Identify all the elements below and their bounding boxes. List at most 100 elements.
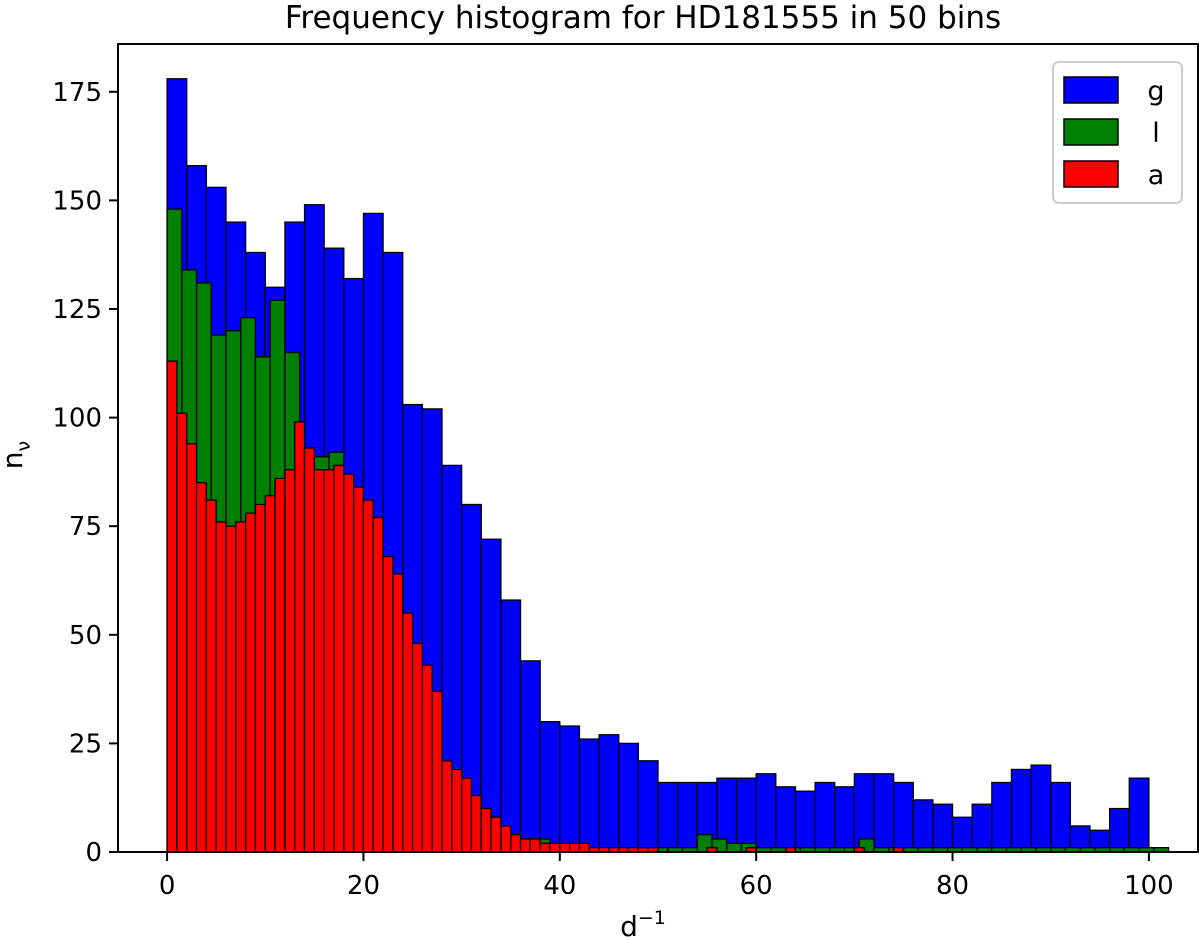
bar-g xyxy=(1108,807,1130,853)
y-tick-label: 25 xyxy=(69,729,102,759)
bar-a xyxy=(284,469,296,853)
y-tick-label: 50 xyxy=(69,621,102,651)
x-tick-label: 40 xyxy=(543,871,576,901)
x-tick-label: 80 xyxy=(936,871,969,901)
legend-swatch-l xyxy=(1063,118,1119,146)
x-tick-label: 20 xyxy=(347,871,380,901)
x-tick-label: 0 xyxy=(159,871,176,901)
bar-a xyxy=(510,833,522,853)
bar-a xyxy=(254,503,266,853)
y-tick-label: 125 xyxy=(52,295,102,325)
bar-a xyxy=(333,464,345,853)
bar-g xyxy=(657,781,679,853)
bar-a xyxy=(372,516,384,853)
y-axis-label-base: n xyxy=(0,451,29,469)
legend-swatch-g xyxy=(1063,76,1119,104)
legend-swatch-a xyxy=(1063,160,1119,188)
bar-a xyxy=(549,842,561,853)
x-tick-label: 60 xyxy=(740,871,773,901)
bar-a xyxy=(519,838,532,853)
bar-a xyxy=(215,521,227,853)
bar-a xyxy=(303,447,316,853)
bar-a xyxy=(539,842,551,853)
bars-layer xyxy=(166,78,1170,853)
bar-g xyxy=(873,773,895,853)
bar-g xyxy=(637,760,659,853)
bar-a xyxy=(362,499,374,853)
x-axis: 0 20 40 60 80 100 xyxy=(159,852,1174,901)
bar-a xyxy=(274,477,286,853)
bar-g xyxy=(951,816,973,853)
bar-a xyxy=(352,486,365,853)
bar-a xyxy=(559,842,571,853)
bar-a xyxy=(451,768,463,853)
bar-a xyxy=(568,842,581,853)
bar-g xyxy=(892,781,914,853)
y-axis-label: nν xyxy=(0,441,35,469)
plot-frame xyxy=(117,43,1199,853)
y-axis-label-subscript: ν xyxy=(13,441,35,452)
legend-label-g: g xyxy=(1147,76,1164,107)
bar-g xyxy=(559,725,581,853)
bar-a xyxy=(195,482,208,853)
bar-a xyxy=(225,525,237,853)
bar-g xyxy=(794,790,816,853)
bar-a xyxy=(382,555,394,853)
bar-a xyxy=(529,838,541,853)
bar-a xyxy=(470,794,482,853)
bar-g xyxy=(1030,764,1052,853)
bar-g xyxy=(618,742,640,853)
bar-g xyxy=(676,781,698,853)
bar-l xyxy=(726,842,743,853)
bar-g xyxy=(480,538,502,853)
bar-a xyxy=(166,360,178,853)
y-tick-label: 150 xyxy=(52,186,102,216)
bar-g xyxy=(932,803,954,853)
bar-a xyxy=(323,469,335,853)
bar-g xyxy=(834,786,856,853)
bar-a xyxy=(411,642,424,853)
bar-g xyxy=(1128,777,1150,853)
bar-a xyxy=(578,842,590,853)
y-tick-label: 175 xyxy=(52,78,102,108)
bar-g xyxy=(912,799,934,853)
bar-a xyxy=(343,473,355,853)
legend-label-a: a xyxy=(1148,160,1165,191)
chart-title: Frequency histogram for HD181555 in 50 b… xyxy=(285,0,1001,36)
bar-a xyxy=(490,816,502,853)
bar-a xyxy=(431,690,443,853)
bar-g xyxy=(1010,768,1032,853)
x-axis-label-superscript: −1 xyxy=(638,907,666,929)
bar-a xyxy=(205,499,217,853)
bar-g xyxy=(735,777,757,853)
bar-a xyxy=(235,521,247,853)
bar-g xyxy=(971,803,993,853)
bar-g xyxy=(598,734,620,853)
bar-a xyxy=(421,664,433,853)
bar-g xyxy=(814,781,836,853)
bar-g xyxy=(755,773,777,853)
legend: g l a xyxy=(1052,61,1183,204)
bar-g xyxy=(519,660,541,853)
y-tick-label: 0 xyxy=(85,838,102,868)
bar-g xyxy=(775,786,797,853)
legend-label-l: l xyxy=(1152,118,1160,149)
bar-a xyxy=(441,760,453,853)
bar-a xyxy=(244,512,257,853)
x-axis-label-base: d xyxy=(620,910,638,940)
bar-a xyxy=(294,421,306,853)
bar-a xyxy=(186,443,198,853)
y-axis: 0 25 50 75 100 125 150 175 xyxy=(52,78,118,868)
bar-a xyxy=(313,469,325,853)
y-tick-label: 75 xyxy=(69,512,102,542)
bar-g xyxy=(991,781,1013,853)
bar-a xyxy=(176,412,188,853)
bar-g xyxy=(578,738,600,853)
bar-g xyxy=(500,599,522,853)
bar-g xyxy=(539,721,561,853)
y-tick-label: 100 xyxy=(52,404,102,434)
bar-a xyxy=(460,777,473,853)
x-axis-label: d−1 xyxy=(620,907,666,940)
bar-a xyxy=(264,495,276,853)
